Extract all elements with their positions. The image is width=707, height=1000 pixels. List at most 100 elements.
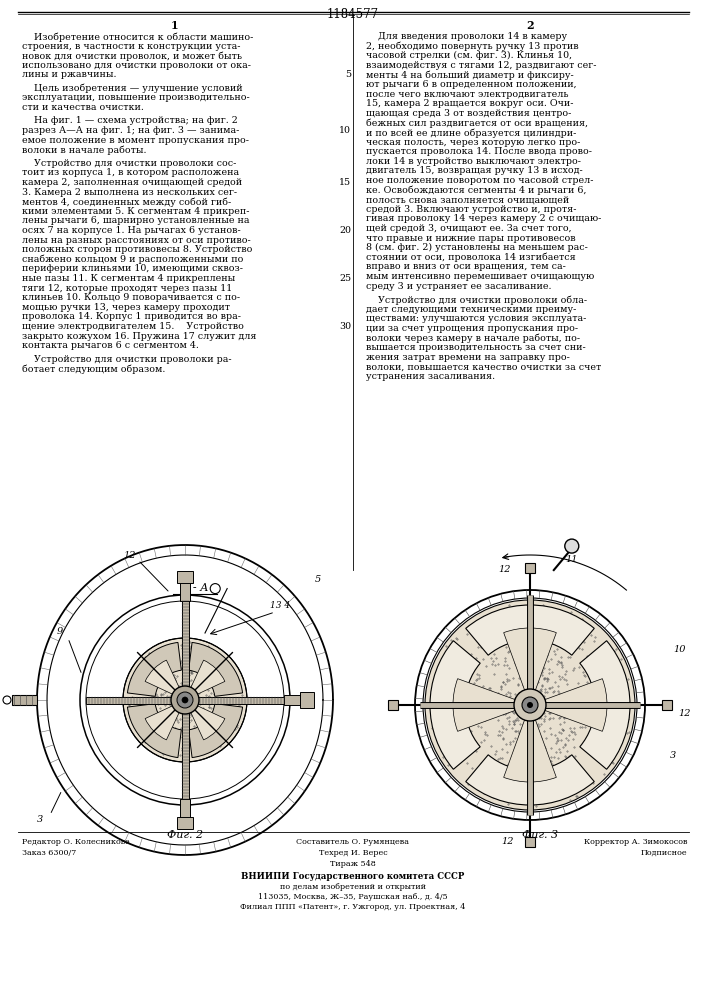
Circle shape (182, 697, 188, 703)
Circle shape (171, 686, 199, 714)
Text: Подписное: Подписное (641, 849, 687, 857)
Text: ботает следующим образом.: ботает следующим образом. (22, 364, 165, 374)
Text: 3: 3 (670, 750, 676, 760)
Text: осях 7 на корпусе 1. На рычагах 6 установ-: осях 7 на корпусе 1. На рычагах 6 устано… (22, 226, 241, 235)
Text: ке. Освобождаются сегменты 4 и рычаги 6,: ке. Освобождаются сегменты 4 и рычаги 6, (366, 186, 587, 195)
Text: емое положение в момент пропускания про-: емое положение в момент пропускания про- (22, 136, 249, 145)
Text: 11: 11 (566, 556, 578, 564)
Text: Изобретение относится к области машино-: Изобретение относится к области машино- (22, 32, 253, 41)
Text: Устройство для очистки проволоки обла-: Устройство для очистки проволоки обла- (366, 295, 587, 305)
Text: 2: 2 (526, 20, 534, 31)
Text: мым интенсивно перемешивает очищающую: мым интенсивно перемешивает очищающую (366, 272, 595, 281)
Text: 10: 10 (339, 126, 351, 135)
Text: волоки, повышается качество очистки за счет: волоки, повышается качество очистки за с… (366, 362, 601, 371)
Text: 113035, Москва, Ж–35, Раушская наб., д. 4/5: 113035, Москва, Ж–35, Раушская наб., д. … (258, 893, 448, 901)
Text: новок для очистки проволок, и может быть: новок для очистки проволок, и может быть (22, 51, 242, 61)
Text: Фиг. 2: Фиг. 2 (167, 830, 203, 840)
Text: ментов 4, соединенных между собой гиб-: ментов 4, соединенных между собой гиб- (22, 197, 231, 207)
Text: стоянии от оси, проволока 14 изгибается: стоянии от оси, проволока 14 изгибается (366, 253, 575, 262)
Bar (180, 799, 190, 819)
Bar (180, 581, 190, 601)
Text: Составитель О. Румянцева: Составитель О. Румянцева (296, 838, 409, 846)
Text: по делам изобретений и открытий: по делам изобретений и открытий (280, 883, 426, 891)
Text: средой 3. Включают устройство и, протя-: средой 3. Включают устройство и, протя- (366, 205, 576, 214)
Text: и по всей ее длине образуется цилиндри-: и по всей ее длине образуется цилиндри- (366, 128, 576, 138)
Wedge shape (466, 605, 595, 655)
Text: 5: 5 (315, 576, 321, 584)
Circle shape (123, 638, 247, 762)
Text: ные пазы 11. К сегментам 4 прикреплены: ные пазы 11. К сегментам 4 прикреплены (22, 274, 235, 283)
Text: Редактор О. Колесникова: Редактор О. Колесникова (22, 838, 130, 846)
Bar (12, 695, 37, 705)
Text: 2, необходимо повернуть ручку 13 против: 2, необходимо повернуть ручку 13 против (366, 42, 578, 51)
Text: Фиг. 3: Фиг. 3 (522, 830, 558, 840)
Text: 13 4: 13 4 (270, 600, 290, 609)
Text: 30: 30 (339, 322, 351, 331)
Text: 1184577: 1184577 (327, 8, 379, 21)
Wedge shape (189, 642, 243, 696)
Text: Устройство для очистки проволоки ра-: Устройство для очистки проволоки ра- (22, 355, 232, 364)
Wedge shape (127, 704, 181, 758)
Text: Корректор А. Зимокосов: Корректор А. Зимокосов (583, 838, 687, 846)
Text: А - А: А - А (181, 583, 209, 593)
Text: Для введения проволоки 14 в камеру: Для введения проволоки 14 в камеру (366, 32, 567, 41)
Text: 15: 15 (339, 178, 351, 187)
Text: дает следующими техническими преиму-: дает следующими техническими преиму- (366, 305, 576, 314)
Text: ществами: улучшаются условия эксплуата-: ществами: улучшаются условия эксплуата- (366, 314, 586, 323)
Text: вышается производительность за счет сни-: вышается производительность за счет сни- (366, 343, 586, 352)
Text: Техред И. Верес: Техред И. Верес (319, 849, 387, 857)
Wedge shape (430, 641, 480, 769)
Text: сти и качества очистки.: сти и качества очистки. (22, 103, 144, 112)
Text: Филиал ППП «Патент», г. Ужгород, ул. Проектная, 4: Филиал ППП «Патент», г. Ужгород, ул. Про… (240, 903, 466, 911)
Text: волоки в начале работы.: волоки в начале работы. (22, 145, 146, 155)
Text: 12: 12 (502, 838, 514, 846)
Circle shape (514, 689, 546, 721)
Text: контакта рычагов 6 с сегментом 4.: контакта рычагов 6 с сегментом 4. (22, 341, 199, 350)
Wedge shape (580, 641, 630, 769)
Text: 3. Камера 2 выполнена из нескольких сег-: 3. Камера 2 выполнена из нескольких сег- (22, 188, 237, 197)
Text: 12: 12 (679, 708, 691, 718)
Text: ческая полость, через которую легко про-: ческая полость, через которую легко про- (366, 138, 580, 147)
Text: часовой стрелки (см. фиг. 3). Клинья 10,: часовой стрелки (см. фиг. 3). Клинья 10, (366, 51, 572, 60)
Text: ное положение поворотом по часовой стрел-: ное положение поворотом по часовой стрел… (366, 176, 593, 185)
Text: полость снова заполняется очищающей: полость снова заполняется очищающей (366, 195, 569, 204)
Text: жения затрат времени на заправку про-: жения затрат времени на заправку про- (366, 353, 570, 362)
Text: менты 4 на больший диаметр и фиксиру-: менты 4 на больший диаметр и фиксиру- (366, 70, 574, 80)
Text: На фиг. 1 — схема устройства; на фиг. 2: На фиг. 1 — схема устройства; на фиг. 2 (22, 116, 238, 125)
Circle shape (177, 692, 193, 708)
Wedge shape (145, 700, 185, 740)
Wedge shape (530, 679, 607, 731)
Text: 12: 12 (124, 550, 136, 560)
Text: щающая среда 3 от воздействия центро-: щающая среда 3 от воздействия центро- (366, 109, 571, 118)
Bar (525, 563, 535, 573)
Text: 8 (см. фиг. 2) установлены на меньшем рас-: 8 (см. фиг. 2) установлены на меньшем ра… (366, 243, 588, 252)
Wedge shape (453, 679, 530, 731)
Wedge shape (145, 660, 185, 700)
Bar (177, 817, 193, 829)
Text: взаимодействуя с тягами 12, раздвигают сег-: взаимодействуя с тягами 12, раздвигают с… (366, 61, 597, 70)
Bar (86, 696, 284, 704)
Text: Цель изобретения — улучшение условий: Цель изобретения — улучшение условий (22, 84, 243, 93)
Text: ют рычаги 6 в определенном положении,: ют рычаги 6 в определенном положении, (366, 80, 577, 89)
Text: локи 14 в устройство выключают электро-: локи 14 в устройство выключают электро- (366, 157, 581, 166)
Text: кими элементами 5. К сегментам 4 прикреп-: кими элементами 5. К сегментам 4 прикреп… (22, 207, 250, 216)
Text: эксплуатации, повышение производительно-: эксплуатации, повышение производительно- (22, 93, 250, 102)
Bar (525, 837, 535, 847)
Circle shape (425, 600, 635, 810)
Circle shape (565, 539, 579, 553)
Text: разрез А—А на фиг. 1; на фиг. 3 — занима-: разрез А—А на фиг. 1; на фиг. 3 — занима… (22, 126, 240, 135)
Circle shape (522, 697, 538, 713)
Circle shape (527, 702, 533, 708)
Text: снабжено кольцом 9 и расположенными по: снабжено кольцом 9 и расположенными по (22, 255, 243, 264)
Wedge shape (185, 660, 225, 700)
Wedge shape (503, 705, 556, 782)
Text: бежных сил раздвигается от оси вращения,: бежных сил раздвигается от оси вращения, (366, 118, 588, 128)
Text: пускается проволока 14. После ввода прово-: пускается проволока 14. После ввода пров… (366, 147, 592, 156)
Text: лены рычаги 6, шарнирно установленные на: лены рычаги 6, шарнирно установленные на (22, 216, 250, 225)
Text: тяги 12, которые проходят через пазы 11: тяги 12, которые проходят через пазы 11 (22, 284, 233, 293)
Text: ВНИИПИ Государственного комитета СССР: ВНИИПИ Государственного комитета СССР (241, 872, 464, 881)
Bar (662, 700, 672, 710)
Text: устранения засаливания.: устранения засаливания. (366, 372, 495, 381)
Wedge shape (466, 755, 595, 805)
Text: лины и ржавчины.: лины и ржавчины. (22, 70, 117, 79)
